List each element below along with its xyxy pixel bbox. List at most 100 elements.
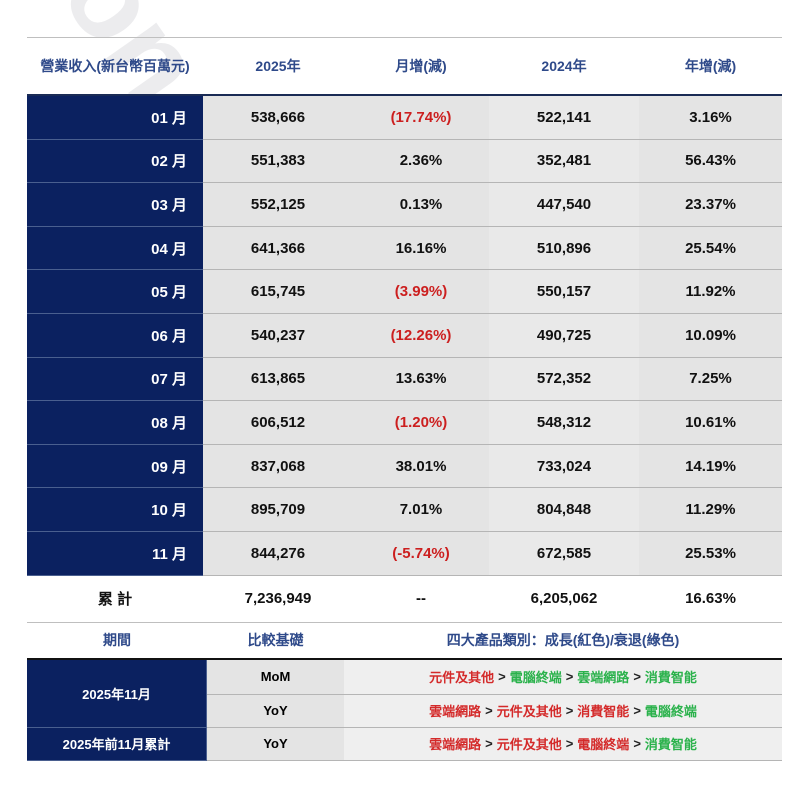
table-row: 07 月 613,865 13.63% 572,352 7.25% [27, 357, 782, 402]
separator-arrow: > [633, 736, 641, 752]
category-table-header: 期間 比較基礎 四大產品類別：成長(紅色)/衰退(綠色) [27, 623, 782, 660]
yoy-cell: 3.16% [639, 96, 782, 140]
mom-cell: (3.99%) [353, 270, 489, 314]
month-cell: 04 月 [27, 226, 203, 271]
revenue-report: 營業收入(新台幣百萬元) 2025年 月增(減) 2024年 年增(減) 01 … [27, 37, 782, 761]
category-table-body: 2025年11月 MoM 元件及其他 > 電腦終端 > 雲端網路 > 消費智能 YoY 雲端… [27, 659, 782, 761]
yoy-cell: 25.54% [639, 226, 782, 271]
revenue-table-body: 01 月 538,666 (17.74%) 522,141 3.16% 02 月 551,3… [27, 96, 782, 576]
yoy-cell: 7.25% [639, 357, 782, 402]
value-2024-cell: 490,725 [489, 313, 639, 358]
month-cell: 11 月 [27, 531, 203, 576]
table-row: 04 月 641,366 16.16% 510,896 25.54% [27, 226, 782, 271]
category-item: 元件及其他 [429, 670, 495, 686]
month-cell: 06 月 [27, 313, 203, 358]
month-cell: 05 月 [27, 270, 203, 314]
category-item: 消費智能 [644, 670, 697, 686]
table-row: 06 月 540,237 (12.26%) 490,725 10.09% [27, 313, 782, 358]
period-cell: 2025年前11月累計 [27, 727, 207, 761]
yoy-cell: 14.19% [639, 444, 782, 489]
ranking-cell: 雲端網路 > 元件及其他 > 電腦終端 > 消費智能 [344, 727, 782, 761]
basis-cell: MoM [207, 659, 344, 695]
revenue-table-header: 營業收入(新台幣百萬元) 2025年 月增(減) 2024年 年增(減) [27, 38, 782, 96]
table-row: 02 月 551,383 2.36% 352,481 56.43% [27, 139, 782, 184]
value-2024-cell: 548,312 [489, 401, 639, 445]
header-2024: 2024年 [541, 58, 587, 74]
header-categories: 四大產品類別：成長(紅色)/衰退(綠色) [446, 632, 680, 649]
category-item: 雲端網路 [429, 704, 482, 720]
value-2024-cell: 447,540 [489, 183, 639, 227]
category-item: 電腦終端 [577, 737, 630, 753]
value-2025-cell: 641,366 [203, 226, 353, 271]
category-item: 元件及其他 [496, 737, 562, 753]
mom-cell: 16.16% [353, 226, 489, 271]
separator-arrow: > [565, 669, 574, 685]
value-2025-cell: 540,237 [203, 313, 353, 358]
category-item: 消費智能 [644, 737, 697, 753]
header-2025: 2025年 [255, 58, 301, 74]
header-period: 期間 [103, 632, 131, 649]
header-mom: 月增(減) [395, 58, 447, 74]
table-row: 05 月 615,745 (3.99%) 550,157 11.92% [27, 270, 782, 314]
top-divider [27, 37, 782, 38]
value-2024-cell: 522,141 [489, 96, 639, 140]
month-cell: 08 月 [27, 401, 203, 445]
month-cell: 07 月 [27, 357, 203, 402]
yoy-cell: 23.37% [639, 183, 782, 227]
value-2024-cell: 733,024 [489, 444, 639, 489]
mom-cell: 0.13% [353, 183, 489, 227]
yoy-cell: 11.92% [639, 270, 782, 314]
month-cell: 09 月 [27, 444, 203, 489]
separator-arrow: > [485, 703, 493, 719]
table-row: 09 月 837,068 38.01% 733,024 14.19% [27, 444, 782, 489]
value-2025-cell: 895,709 [203, 488, 353, 532]
table-row: 08 月 606,512 (1.20%) 548,312 10.61% [27, 401, 782, 445]
category-item: 雲端網路 [429, 737, 482, 753]
value-2025-cell: 551,383 [203, 139, 353, 184]
mom-cell: (1.20%) [353, 401, 489, 445]
value-2024-cell: 510,896 [489, 226, 639, 271]
separator-arrow: > [633, 703, 641, 719]
period-cell: 2025年11月 [27, 659, 207, 728]
separator-arrow: > [565, 703, 574, 719]
separator-arrow: > [498, 669, 506, 685]
month-cell: 03 月 [27, 183, 203, 227]
month-cell: 02 月 [27, 139, 203, 184]
yoy-cell: 10.61% [639, 401, 782, 445]
value-2024-cell: 550,157 [489, 270, 639, 314]
category-item: 雲端網路 [577, 670, 630, 686]
yoy-cell: 10.09% [639, 313, 782, 358]
month-cell: 01 月 [27, 96, 203, 140]
header-revenue-unit: 營業收入(新台幣百萬元) [40, 58, 190, 74]
mom-cell: (17.74%) [353, 96, 489, 140]
value-2024-cell: 672,585 [489, 531, 639, 576]
table-row: 11 月 844,276 (-5.74%) 672,585 25.53% [27, 531, 782, 576]
total-row: 累 計 7,236,949 -- 6,205,062 16.63% [27, 576, 782, 623]
value-2025-cell: 613,865 [203, 357, 353, 402]
value-2025-cell: 606,512 [203, 401, 353, 445]
value-2025-cell: 538,666 [203, 96, 353, 140]
separator-arrow: > [565, 736, 574, 752]
mom-cell: 38.01% [353, 444, 489, 489]
mom-cell: (-5.74%) [353, 531, 489, 576]
table-row: 01 月 538,666 (17.74%) 522,141 3.16% [27, 96, 782, 140]
value-2025-cell: 615,745 [203, 270, 353, 314]
value-2025-cell: 552,125 [203, 183, 353, 227]
total-yoy: 16.63% [685, 590, 736, 608]
basis-cell: YoY [207, 694, 344, 728]
total-2025: 7,236,949 [244, 590, 312, 608]
month-cell: 10 月 [27, 488, 203, 532]
category-item: 電腦終端 [509, 670, 562, 686]
value-2024-cell: 804,848 [489, 488, 639, 532]
yoy-cell: 11.29% [639, 488, 782, 532]
value-2025-cell: 844,276 [203, 531, 353, 576]
category-item: 元件及其他 [496, 704, 562, 720]
category-item: 電腦終端 [644, 704, 697, 720]
basis-cell: YoY [207, 727, 344, 761]
mom-cell: (12.26%) [353, 313, 489, 358]
ranking-cell: 元件及其他 > 電腦終端 > 雲端網路 > 消費智能 [344, 659, 782, 695]
mom-cell: 13.63% [353, 357, 489, 402]
table-row: 03 月 552,125 0.13% 447,540 23.37% [27, 183, 782, 227]
yoy-cell: 56.43% [639, 139, 782, 184]
yoy-cell: 25.53% [639, 531, 782, 576]
